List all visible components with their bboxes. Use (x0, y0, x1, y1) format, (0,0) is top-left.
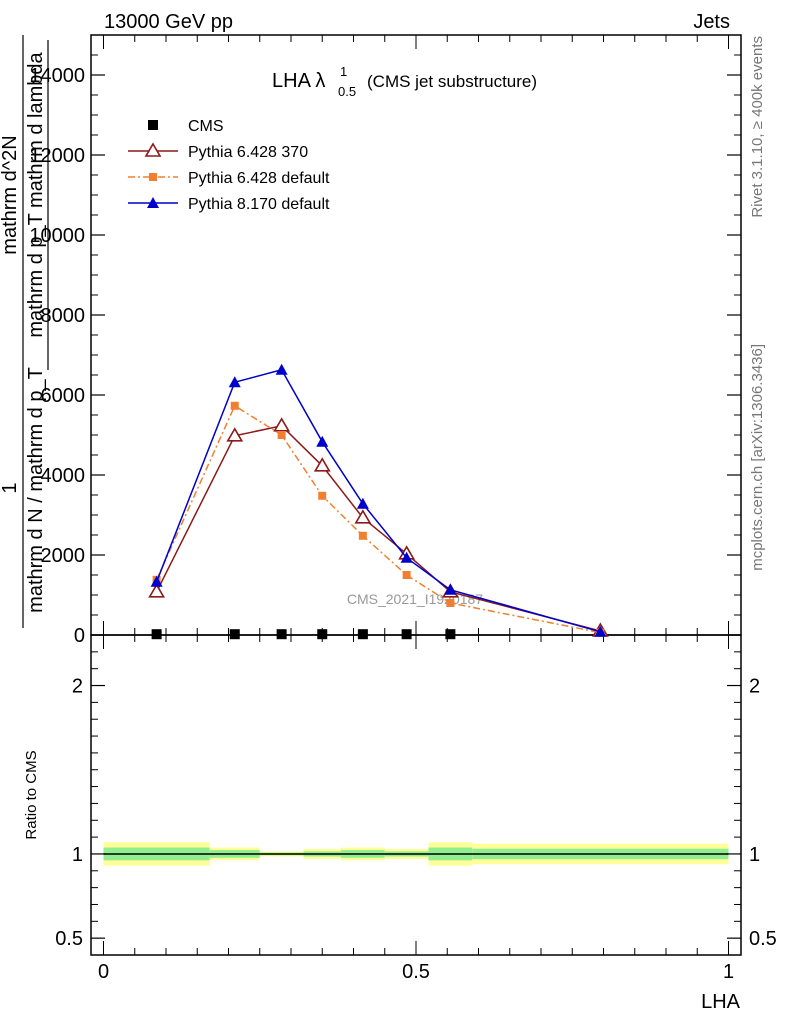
ratio-ytick-label: 2 (72, 676, 83, 698)
plot-title-sup: 1 (340, 64, 347, 79)
legend-entry: Pythia 8.170 default (128, 196, 330, 213)
xtick-label: 0 (98, 961, 109, 983)
main-y-ticks: 0 2000 4000 6000 8000 10000 12000 14000 (29, 34, 741, 647)
legend-entry: Pythia 6.428 default (128, 170, 330, 187)
rivet-label: Rivet 3.1.10, ≥ 400k events (749, 36, 766, 218)
data-point (354, 509, 372, 524)
plot-title: LHA λ (272, 70, 325, 92)
main-ytick-label: 4000 (41, 465, 86, 487)
data-point (445, 629, 456, 640)
xtick-label: 1 (723, 961, 734, 983)
data-point (400, 551, 413, 563)
series-0 (151, 629, 456, 640)
legend-label: Pythia 6.428 370 (188, 144, 308, 161)
data-point (151, 629, 162, 640)
main-ytick-label: 8000 (41, 305, 86, 327)
ratio-panel-frame (90, 634, 742, 956)
ratio-ytick-label-right: 2 (749, 676, 760, 698)
series-line (155, 424, 601, 632)
data-point (316, 435, 329, 447)
main-ytick-label: 2000 (41, 545, 86, 567)
xlabel: LHA (701, 991, 741, 1013)
legend-marker (144, 142, 162, 157)
ratio-ytick-label-right: 1 (749, 844, 760, 866)
data-point (276, 629, 287, 640)
data-point (318, 491, 327, 500)
x-ticks: 0 0.5 1 (98, 35, 734, 983)
legend: CMS Pythia 6.428 370 Pythia 6.428 default P… (128, 118, 330, 213)
ratio-ytick-label: 0.5 (55, 928, 83, 950)
main-ytick-label: 14000 (29, 65, 85, 87)
series-3 (150, 363, 607, 637)
plot-title-sub: 0.5 (338, 84, 356, 99)
data-point (401, 629, 412, 640)
ratio-ylabel: Ratio to CMS (23, 750, 40, 839)
ratio-y-ticks: 0.5 0.5 1 1 2 2 (55, 651, 777, 950)
legend-entry: Pythia 6.428 370 (128, 142, 308, 161)
series-layer (148, 363, 609, 640)
ylabel-denominator: mathrm d N / mathrm d p_T (25, 367, 47, 613)
data-point (358, 531, 367, 540)
data-point (594, 625, 607, 637)
data-point (277, 431, 286, 439)
main-ytick-label: 12000 (29, 145, 85, 167)
xtick-label: 0.5 (402, 961, 430, 983)
data-point (150, 575, 163, 587)
series-line (155, 368, 601, 633)
legend-marker (149, 173, 157, 181)
main-ytick-label: 10000 (29, 225, 85, 247)
data-point (230, 401, 239, 410)
data-point (357, 629, 368, 640)
data-point (317, 629, 328, 640)
data-point (228, 376, 241, 388)
ratio-ytick-label: 1 (72, 844, 83, 866)
mcplots-label: mcplots.cern.ch [arXiv:1306.3436] (749, 344, 766, 571)
legend-marker (147, 197, 159, 208)
data-point (356, 497, 369, 509)
plot-title-suffix: (CMS jet substructure) (367, 72, 537, 91)
data-point (275, 363, 288, 375)
energy-label: 13000 GeV pp (104, 11, 233, 33)
series-line (155, 404, 601, 634)
data-point (446, 599, 455, 607)
data-point (226, 427, 244, 442)
legend-entry: CMS (148, 118, 224, 135)
process-label: Jets (693, 11, 730, 33)
ylabel-lower: mathrm d p_T mathrm d lambda (25, 51, 47, 337)
legend-label: CMS (188, 118, 224, 135)
plot-title-main: LHA λ (272, 70, 325, 92)
legend-label: Pythia 8.170 default (188, 196, 330, 213)
ylabel-upper: mathrm d^2N (0, 135, 21, 254)
ratio-bands (103, 842, 729, 866)
data-point (229, 629, 240, 640)
main-ytick-label: 6000 (41, 385, 86, 407)
ylabel-numerator: 1 (0, 482, 21, 493)
data-point (402, 571, 411, 579)
data-point (313, 457, 331, 472)
main-ytick-label: 0 (74, 625, 85, 647)
legend-label: Pythia 6.428 default (188, 170, 330, 187)
data-point (444, 583, 457, 595)
data-point (148, 583, 166, 598)
legend-marker (148, 120, 158, 130)
ratio-ytick-label-right: 0.5 (749, 928, 777, 950)
data-point (273, 417, 291, 432)
